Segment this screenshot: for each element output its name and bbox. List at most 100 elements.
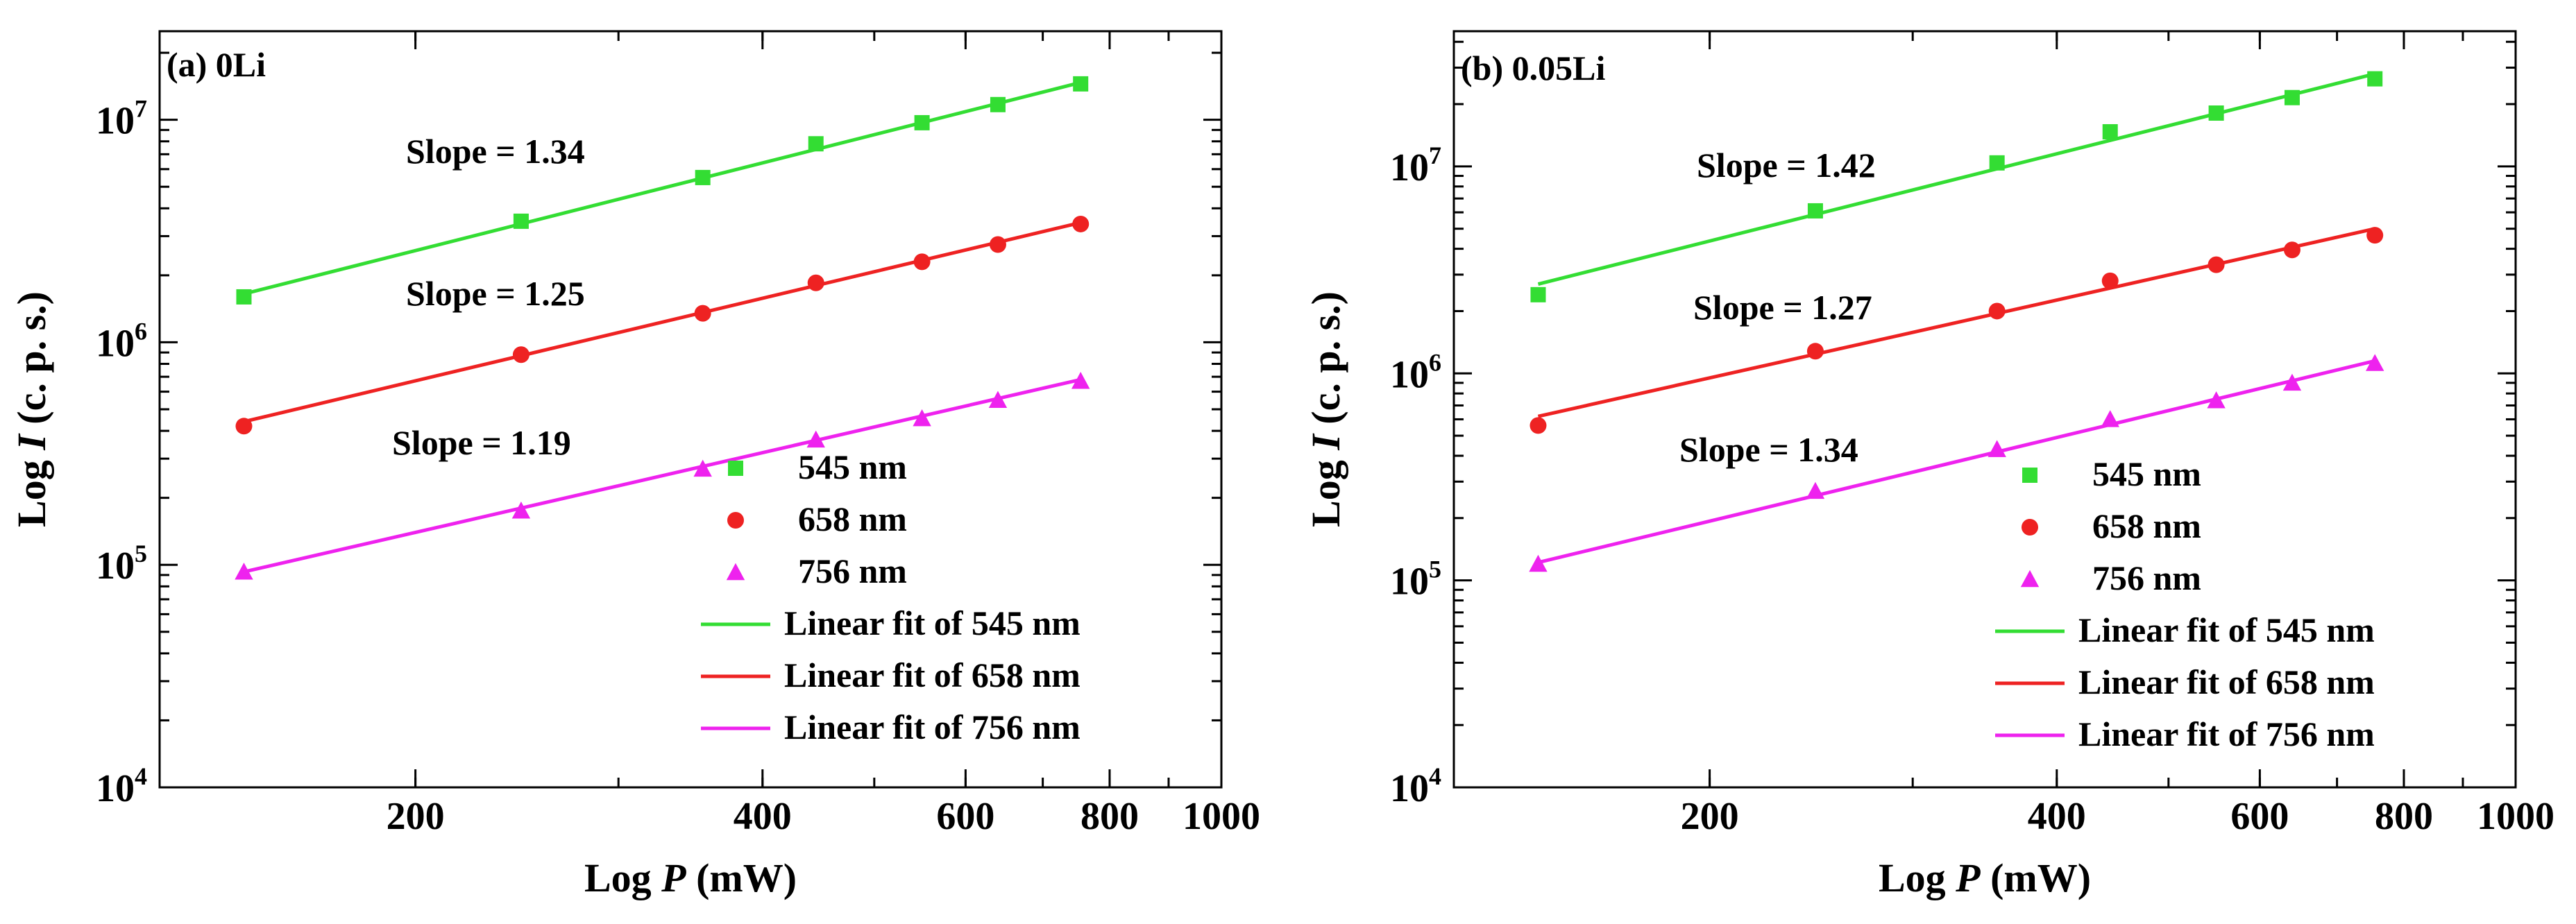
y-tick-exponent: 6 — [1429, 348, 1441, 376]
slope-label: Slope = 1.42 — [1697, 146, 1876, 185]
y-axis-title-variable: I — [9, 433, 54, 451]
data-point-545-nm — [1530, 286, 1546, 302]
data-point-658-nm — [807, 274, 824, 291]
x-axis-title: Log P (mW) — [1879, 855, 2091, 900]
y-tick-base: 10 — [1390, 146, 1429, 189]
slope-label: Slope = 1.34 — [406, 132, 585, 171]
legend-fit-label: Linear fit of 545 nm — [784, 604, 1081, 642]
data-point-545-nm — [1073, 76, 1089, 92]
x-tick-label: 600 — [2230, 795, 2289, 838]
data-point-658-nm — [913, 253, 931, 271]
y-tick-base: 10 — [96, 545, 135, 588]
data-point-658-nm — [1806, 343, 1824, 360]
data-point-756-nm — [1988, 440, 2006, 457]
y-axis-title-suffix: (c. p. s.) — [1303, 291, 1348, 434]
data-point-545-nm — [1807, 203, 1823, 219]
data-point-545-nm — [990, 96, 1006, 112]
legend-marker-545-nm — [728, 461, 743, 476]
slope-label: Slope = 1.19 — [392, 423, 571, 462]
data-point-756-nm — [806, 430, 825, 448]
data-point-658-nm — [2208, 256, 2225, 273]
y-tick-exponent: 7 — [1429, 142, 1441, 169]
y-tick-base: 10 — [1390, 561, 1429, 604]
slope-label: Slope = 1.25 — [406, 274, 585, 313]
slope-label: Slope = 1.27 — [1693, 288, 1872, 327]
y-tick-label: 104 — [96, 762, 147, 810]
x-axis-title-suffix: (mW) — [686, 855, 797, 900]
y-axis-title: Log I (c. p. s.) — [9, 291, 54, 527]
y-tick-label: 107 — [1390, 142, 1441, 189]
x-axis-title-prefix: Log — [1879, 855, 1956, 900]
y-tick-label: 105 — [1390, 556, 1441, 604]
legend-fit-label: Linear fit of 658 nm — [2078, 662, 2375, 701]
legend: 545 nm 658 nm 756 nm Linear fit of 545 nm Li… — [701, 447, 1081, 746]
data-point-658-nm — [694, 305, 711, 322]
y-tick-base: 10 — [1390, 353, 1429, 396]
x-axis-title-prefix: Log — [584, 855, 661, 900]
data-point-756-nm — [2101, 410, 2119, 427]
data-point-545-nm — [2284, 89, 2300, 105]
y-axis-title: Log I (c. p. s.) — [1303, 291, 1348, 527]
legend-label: 545 nm — [798, 447, 907, 486]
panel-label: (b) 0.05Li — [1461, 49, 1605, 87]
y-tick-exponent: 7 — [135, 95, 147, 123]
legend-label: 756 nm — [798, 551, 907, 590]
data-point-658-nm — [512, 346, 529, 363]
y-tick-base: 10 — [96, 322, 135, 365]
data-point-756-nm — [2282, 373, 2302, 391]
y-tick-exponent: 5 — [1429, 556, 1441, 583]
data-point-545-nm — [2208, 105, 2224, 121]
y-tick-label: 104 — [1390, 762, 1441, 810]
data-point-658-nm — [1072, 215, 1090, 232]
y-tick-label: 107 — [96, 95, 147, 143]
y-tick-exponent: 5 — [135, 540, 147, 567]
x-tick-label: 600 — [936, 795, 994, 838]
data-point-658-nm — [2366, 227, 2384, 244]
data-point-658-nm — [989, 236, 1006, 253]
x-tick-label: 400 — [734, 795, 792, 838]
x-tick-label: 1000 — [2477, 795, 2554, 838]
panel-label: (a) 0Li — [167, 45, 266, 84]
data-point-545-nm — [914, 114, 930, 130]
y-tick-base: 10 — [1390, 767, 1429, 810]
legend-fit-label: Linear fit of 545 nm — [2078, 610, 2375, 649]
x-axis-title-variable: P — [1955, 855, 1981, 900]
x-tick-label: 800 — [1081, 795, 1139, 838]
data-point-756-nm — [1806, 481, 1825, 499]
legend-marker-658-nm — [2022, 519, 2038, 536]
y-tick-label: 105 — [96, 540, 147, 588]
data-point-545-nm — [2102, 123, 2118, 139]
data-point-545-nm — [1989, 155, 2005, 171]
data-point-756-nm — [988, 391, 1008, 408]
x-tick-label: 200 — [387, 795, 445, 838]
fit-line-756-nm — [1537, 359, 2375, 565]
data-point-756-nm — [511, 502, 531, 519]
y-tick-base: 10 — [96, 767, 135, 810]
x-tick-label: 200 — [1681, 795, 1739, 838]
data-point-545-nm — [2367, 71, 2383, 87]
data-point-658-nm — [1530, 417, 1547, 434]
x-tick-label: 400 — [2028, 795, 2086, 838]
plot-frame — [1452, 30, 2517, 789]
legend-fit-label: Linear fit of 756 nm — [2078, 715, 2375, 753]
legend-label: 658 nm — [2092, 506, 2201, 545]
data-point-658-nm — [1988, 302, 2006, 320]
legend: 545 nm 658 nm 756 nm Linear fit of 545 nm Li… — [1995, 454, 2375, 753]
x-tick-label: 800 — [2375, 795, 2433, 838]
fit-line-658-nm — [243, 221, 1081, 424]
legend-marker-756-nm — [726, 563, 745, 581]
legend-marker-545-nm — [2022, 468, 2037, 483]
y-axis-title-prefix: Log — [9, 450, 54, 527]
y-axis-title-variable: I — [1303, 433, 1348, 451]
data-point-658-nm — [2283, 241, 2300, 259]
data-point-658-nm — [2101, 272, 2119, 289]
y-tick-exponent: 4 — [135, 762, 147, 790]
x-axis-title-suffix: (mW) — [1981, 855, 2091, 900]
y-axis-title-suffix: (c. p. s.) — [9, 291, 54, 434]
x-axis-title-variable: P — [661, 855, 686, 900]
data-point-756-nm — [913, 409, 931, 427]
data-point-545-nm — [695, 169, 711, 185]
x-tick-label: 1000 — [1183, 795, 1260, 838]
